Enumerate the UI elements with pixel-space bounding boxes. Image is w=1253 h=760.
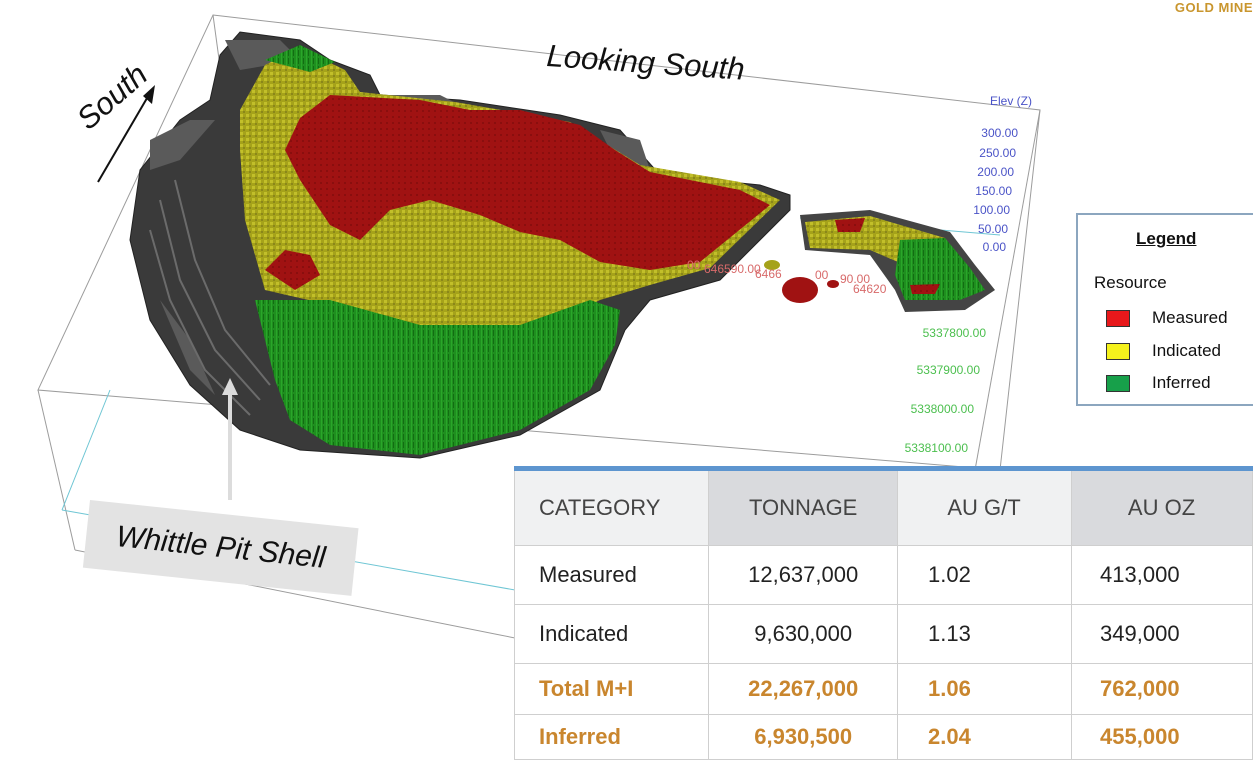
table-cell: 6,930,500 [708,714,899,760]
resource-table: CATEGORY TONNAGE AU G/T AU OZ Measured 1… [513,466,1253,760]
table-row: Indicated 9,630,000 1.13 349,000 [513,604,1253,664]
x-axis-tick: 00 [815,268,829,282]
legend: Legend Resource Measured Indicated Infer… [1076,213,1253,406]
pit-shell-pointer-arrowhead [222,378,238,395]
table-cell: 12,637,000 [708,545,899,605]
table-cell: 455,000 [1071,714,1253,760]
table-cell: 1.02 [897,545,1073,605]
legend-swatch-indicated [1106,342,1130,360]
legend-label: Measured [1152,308,1228,327]
legend-title: Legend [1136,229,1197,248]
legend-item-inferred: Inferred [1106,372,1211,394]
x-axis-tick: 90.00 [840,272,871,286]
x-axis-tick: 00 [687,258,701,272]
table-cell: Total M+I [513,663,710,715]
y-axis-tick: 5337900.00 [916,363,980,377]
satellite-measured [835,218,865,232]
table-cell: 349,000 [1071,604,1253,664]
table-cell: 2.04 [897,714,1073,760]
inferred-zone [255,300,620,455]
z-axis-line [974,109,1041,471]
legend-swatch-measured [1106,309,1130,327]
brand-logo-text: GOLD MINE [1174,0,1253,15]
y-axis-tick: 5338000.00 [910,402,974,416]
z-axis-tick: 150.00 [975,184,1012,198]
satellite-measured [910,284,940,294]
table-cell: 762,000 [1071,663,1253,715]
south-arrow-line [97,92,151,183]
legend-item-indicated: Indicated [1106,340,1221,362]
x-axis-tick: 646590.00 [704,262,761,276]
pit-shell-callout-text: Whittle Pit Shell [114,520,327,575]
legend-swatch-inferred [1106,374,1130,392]
header-grade: AU G/T [897,466,1073,546]
z-axis-tick: 100.00 [973,203,1010,217]
table-row: Measured 12,637,000 1.02 413,000 [513,545,1253,605]
z-axis-tick: 250.00 [979,146,1016,160]
legend-label: Indicated [1152,341,1221,360]
table-cell: 1.06 [897,663,1073,715]
table-cell: 22,267,000 [708,663,899,715]
table-cell: Indicated [513,604,710,664]
satellite-inferred [895,238,985,300]
legend-item-measured: Measured [1106,307,1228,329]
z-axis-title: Elev (Z) [990,94,1032,108]
y-axis-tick: 5337800.00 [922,326,986,340]
table-row-inferred: Inferred 6,930,500 2.04 455,000 [513,714,1253,760]
measured-zone [285,95,770,270]
z-axis-tick: 300.00 [981,126,1018,140]
small-measured-body [782,277,818,303]
table-cell: 413,000 [1071,545,1253,605]
small-body [827,280,839,288]
x-axis-tick: 64620 [853,282,887,296]
header-tonnage: TONNAGE [708,466,899,546]
table-cell: Inferred [513,714,710,760]
header-category: CATEGORY [513,466,710,546]
z-axis-tick: 50.00 [977,222,1008,236]
bounding-box-edge [37,389,76,551]
table-row-total: Total M+I 22,267,000 1.06 762,000 [513,663,1253,715]
small-body [764,260,780,270]
south-arrow-head [143,85,155,104]
y-axis-tick: 5338100.00 [904,441,968,455]
legend-label: Inferred [1152,373,1211,392]
legend-subtitle: Resource [1094,273,1167,292]
z-axis-tick: 0.00 [982,240,1006,254]
table-cell: 1.13 [897,604,1073,664]
x-axis-tick: 6466 [755,267,782,281]
inferred-zone [265,45,335,72]
z-axis-tick: 200.00 [977,165,1014,179]
measured-zone [265,250,320,290]
table-cell: Measured [513,545,710,605]
header-ounces: AU OZ [1071,466,1253,546]
table-header-row: CATEGORY TONNAGE AU G/T AU OZ [513,466,1253,546]
table-cell: 9,630,000 [708,604,899,664]
